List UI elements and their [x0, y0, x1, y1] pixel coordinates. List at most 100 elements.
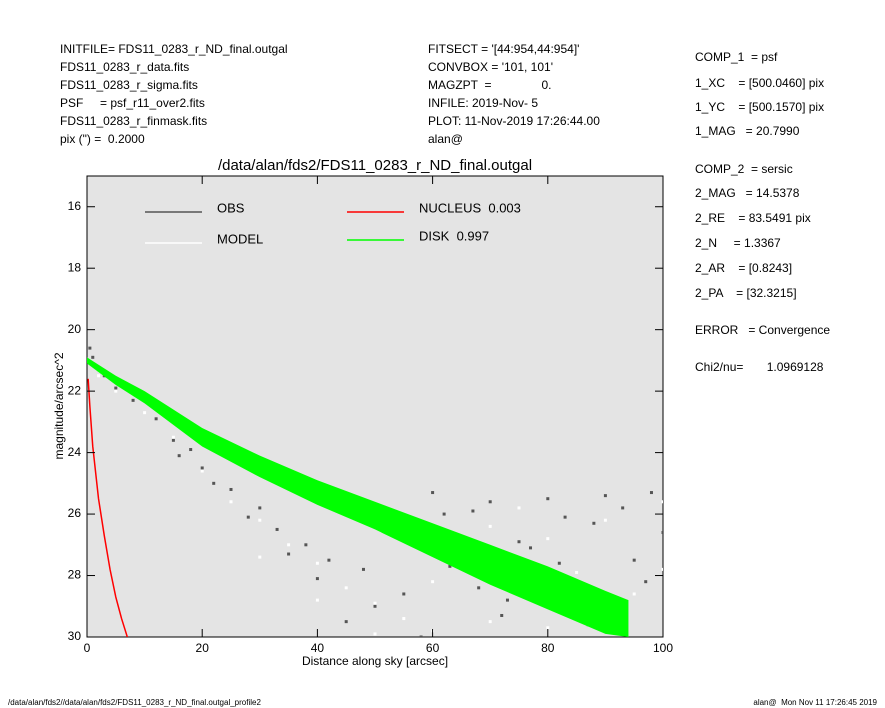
data-point	[304, 543, 308, 547]
data-point	[477, 586, 481, 590]
legend-label: DISK 0.997	[419, 228, 489, 243]
data-point	[229, 487, 233, 491]
data-point	[344, 620, 348, 624]
fit-parameter: ERROR = Convergence	[695, 323, 830, 337]
y-tick-label: 22	[68, 383, 82, 397]
data-point	[661, 567, 663, 571]
footer-right: alan@ Mon Nov 11 17:26:45 2019	[753, 698, 877, 707]
data-point	[114, 386, 118, 390]
header-left-line: FDS11_0283_r_data.fits	[60, 60, 189, 74]
data-point	[431, 580, 435, 584]
legend-label: MODEL	[217, 231, 263, 246]
header-left-line: INITFILE= FDS11_0283_r_ND_final.outgal	[60, 42, 288, 56]
y-tick-label: 24	[68, 445, 82, 459]
x-axis-label: Distance along sky [arcsec]	[302, 654, 448, 668]
y-tick-label: 26	[68, 506, 82, 520]
footer-left: /data/alan/fds2//data/alan/fds2/FDS11_02…	[8, 698, 261, 707]
x-tick-label: 40	[311, 641, 325, 655]
data-point	[603, 494, 607, 498]
data-point	[661, 531, 663, 535]
header-left-line: pix (") = 0.2000	[60, 132, 145, 146]
model-band	[87, 357, 629, 637]
data-point	[402, 592, 406, 596]
header-left-line: PSF = psf_r11_over2.fits	[60, 96, 205, 110]
data-point	[488, 524, 492, 528]
x-tick-label: 100	[653, 641, 673, 655]
data-point	[603, 518, 607, 522]
data-point	[88, 346, 92, 350]
fit-parameter: Chi2/nu= 1.0969128	[695, 360, 824, 374]
fit-parameter: 2_PA = [32.3215]	[695, 286, 797, 300]
header-middle-line: FITSECT = '[44:954,44:954]'	[428, 42, 579, 56]
y-tick-label: 18	[68, 260, 82, 274]
data-point	[91, 355, 95, 359]
header-left-line: FDS11_0283_r_sigma.fits	[60, 78, 198, 92]
data-point	[200, 469, 204, 473]
y-tick-label: 20	[68, 322, 82, 336]
header-middle-line: PLOT: 11-Nov-2019 17:26:44.00	[428, 114, 600, 128]
fit-parameter: 1_XC = [500.0460] pix	[695, 76, 824, 90]
data-point	[373, 632, 377, 636]
x-tick-label: 20	[196, 641, 210, 655]
data-point	[171, 438, 175, 442]
data-point	[189, 448, 193, 452]
x-tick-label: 60	[426, 641, 440, 655]
data-point	[344, 586, 348, 590]
fit-parameter: COMP_2 = sersic	[695, 162, 793, 176]
model-curve	[87, 378, 129, 637]
data-point	[529, 546, 533, 550]
data-point	[373, 601, 377, 605]
data-point	[171, 435, 175, 439]
data-point	[177, 454, 181, 458]
data-point	[488, 620, 492, 624]
fit-parameter: 2_AR = [0.8243]	[695, 261, 792, 275]
data-point	[644, 580, 648, 584]
plot-area	[86, 175, 664, 638]
header-left-line: FDS11_0283_r_finmask.fits	[60, 114, 207, 128]
plot-content	[87, 346, 663, 637]
data-point	[546, 626, 550, 630]
y-tick-label: 30	[68, 629, 82, 643]
fit-parameter: 1_YC = [500.1570] pix	[695, 100, 824, 114]
data-point	[200, 466, 204, 470]
y-axis-label: magnitude/arcsec^2	[52, 352, 66, 459]
data-point	[315, 598, 319, 602]
data-point	[431, 491, 435, 495]
data-point	[131, 398, 135, 402]
data-point	[488, 500, 492, 504]
data-point	[632, 558, 636, 562]
data-point	[287, 552, 291, 556]
fit-parameter: 2_RE = 83.5491 pix	[695, 211, 811, 225]
data-point	[275, 527, 279, 531]
data-point	[546, 497, 550, 501]
data-point	[517, 540, 521, 544]
data-point	[419, 635, 423, 637]
data-point	[327, 558, 331, 562]
data-point	[287, 543, 291, 547]
fit-parameter: COMP_1 = psf	[695, 50, 778, 64]
data-point	[258, 518, 262, 522]
data-point	[661, 500, 663, 504]
data-point	[373, 604, 377, 608]
header-middle-line: INFILE: 2019-Nov- 5	[428, 96, 538, 110]
data-point	[154, 417, 158, 421]
data-point	[517, 506, 521, 510]
data-point	[448, 564, 452, 568]
data-point	[471, 509, 475, 513]
chart-title: /data/alan/fds2/FDS11_0283_r_ND_final.ou…	[218, 157, 532, 174]
legend-label: NUCLEUS 0.003	[419, 200, 521, 215]
data-point	[500, 613, 504, 617]
header-middle-line: alan@	[428, 132, 463, 146]
data-point	[402, 617, 406, 621]
data-point	[212, 481, 216, 485]
fit-parameter: 2_N = 1.3367	[695, 236, 781, 250]
data-point	[361, 567, 365, 571]
legend-label: OBS	[217, 200, 245, 215]
data-point	[229, 500, 233, 504]
data-point	[442, 512, 446, 516]
x-tick-label: 80	[541, 641, 555, 655]
data-point	[575, 570, 579, 574]
y-tick-label: 16	[68, 199, 82, 213]
data-point	[143, 411, 147, 415]
